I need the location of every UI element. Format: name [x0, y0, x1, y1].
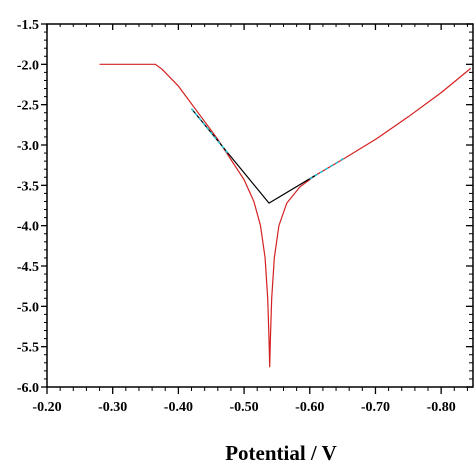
y-tick-label: -4.5 — [17, 260, 39, 275]
plot-frame — [46, 23, 474, 388]
series-line-1 — [99, 63, 472, 368]
y-tick-label: -3.5 — [17, 179, 39, 194]
x-tick-label: -0.40 — [164, 400, 193, 415]
x-tick-label: -0.20 — [32, 400, 61, 415]
x-tick-label: -0.30 — [98, 400, 127, 415]
y-tick-label: -4.0 — [17, 220, 39, 235]
x-tick-label: -0.70 — [361, 400, 390, 415]
x-tick-label: -0.80 — [427, 400, 456, 415]
y-tick-label: -2.5 — [17, 99, 39, 114]
y-tick-label: -1.5 — [17, 18, 39, 33]
y-tick-label: -6.0 — [17, 381, 39, 396]
y-tick-label: -3.0 — [17, 139, 39, 154]
plot-border — [46, 23, 474, 388]
x-axis-ticks: -0.20 -0.30 -0.40 -0.50 -0.60 -0.70 -0.80 — [32, 24, 468, 415]
y-axis-ticks: -1.5 -2.0 -2.5 -3.0 -3.5 -4.0 -4.5 -5.0 -5.5 -6.0 — [17, 18, 473, 396]
x-axis-title: Potential / V — [225, 441, 337, 465]
series-line-4 — [309, 156, 347, 180]
y-tick-label: -5.0 — [17, 300, 39, 315]
series-group — [99, 63, 472, 368]
series-line-2 — [191, 108, 317, 204]
y-tick-label: -2.0 — [17, 58, 39, 73]
x-tick-label: -0.60 — [295, 400, 324, 415]
x-tick-label: -0.50 — [229, 400, 258, 415]
y-tick-label: -5.5 — [17, 341, 39, 356]
